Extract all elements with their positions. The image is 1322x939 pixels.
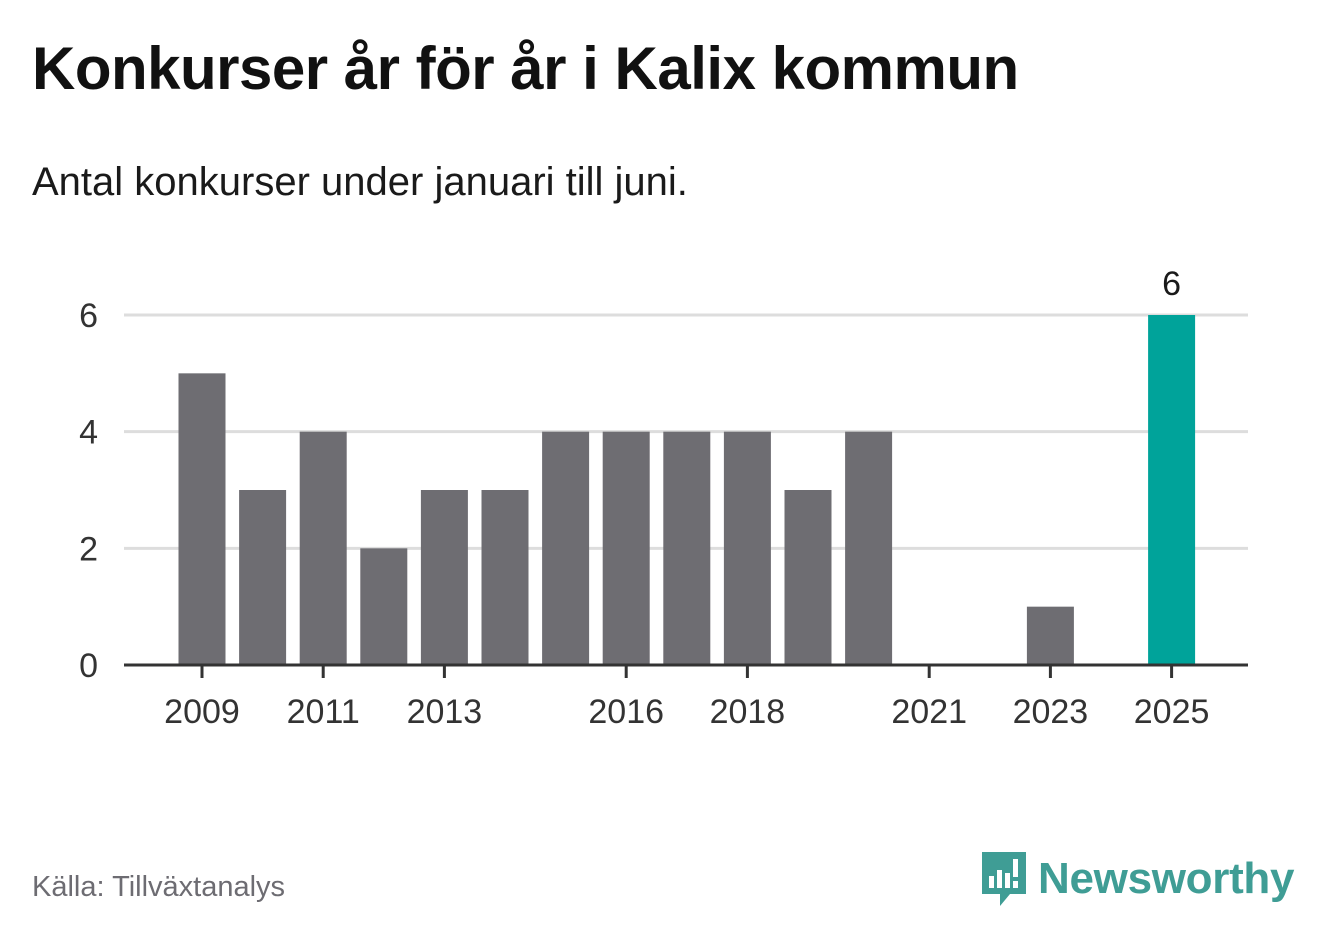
x-tick-label: 2011: [287, 693, 360, 731]
x-tick-label: 2023: [1013, 693, 1089, 731]
bar-2009: [178, 373, 226, 665]
x-tick-label: 2021: [891, 693, 967, 731]
bar-2015: [542, 431, 590, 665]
bar-chart: 0 2 4 6 6 2009 2011 2013 2016 2018 2021 2023 2025: [79, 265, 1248, 731]
source-note: Källa: Tillväxtanalys: [32, 871, 286, 903]
bar-2017: [663, 431, 711, 665]
axes: 0 2 4 6 6 2009 2011 2013 2016 2018 2021 2023 2025: [79, 265, 1248, 731]
x-tick-label: 2018: [710, 693, 786, 731]
brand: Newsworthy: [980, 850, 1294, 908]
y-tick-label: 4: [79, 414, 98, 452]
bar-2025: [1148, 315, 1196, 665]
bars: [178, 315, 1196, 665]
chart-subtitle: Antal konkurser under januari till juni.: [32, 160, 688, 204]
y-tick-label: 0: [79, 647, 98, 685]
chart-title: Konkurser år för år i Kalix kommun: [32, 35, 1019, 102]
brand-name: Newsworthy: [1038, 854, 1295, 903]
x-tick-label: 2013: [407, 693, 483, 731]
y-tick-label: 2: [79, 530, 98, 568]
x-tick-label: 2025: [1134, 693, 1210, 731]
y-tick-label: 6: [79, 297, 98, 335]
newsworthy-logo-icon: [982, 852, 1026, 906]
data-label: 6: [1162, 265, 1181, 303]
x-tick-label: 2016: [588, 693, 664, 731]
bar-2018: [723, 431, 771, 665]
bar-2020: [845, 431, 893, 665]
bar-2019: [784, 490, 832, 665]
bar-2010: [239, 490, 287, 665]
bar-2016: [602, 431, 650, 665]
bar-2023: [1026, 606, 1074, 665]
bar-2014: [481, 490, 529, 665]
bar-2013: [420, 490, 468, 665]
x-tick-label: 2009: [164, 693, 240, 731]
bar-2012: [360, 548, 408, 665]
bar-2011: [299, 431, 347, 665]
